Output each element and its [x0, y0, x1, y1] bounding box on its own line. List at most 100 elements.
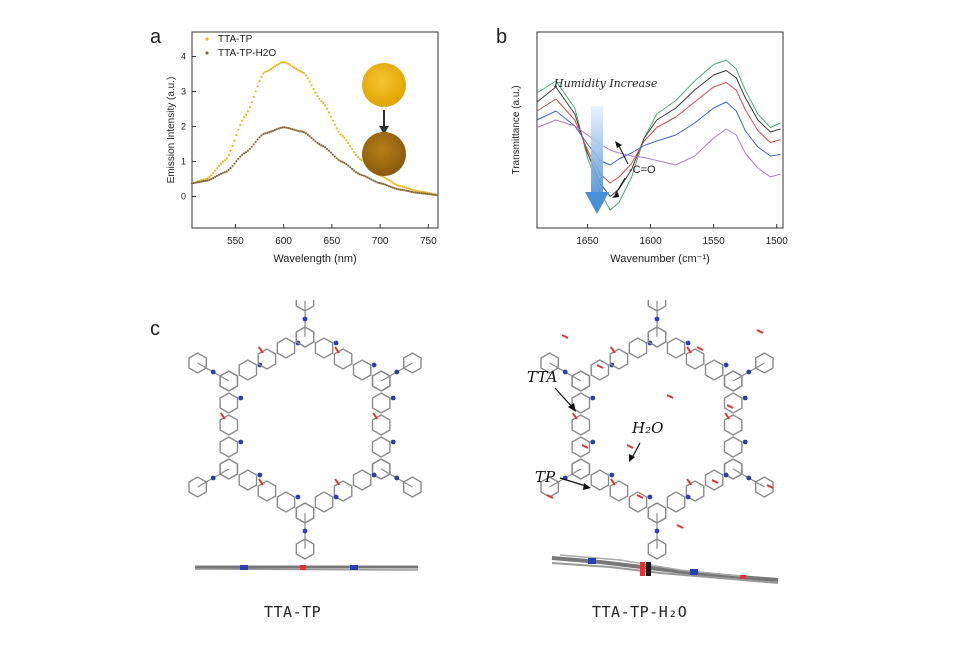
nitrogen-atom — [210, 369, 216, 375]
benzene-ring — [371, 392, 391, 414]
benzene-ring — [723, 436, 743, 458]
nitrogen-atom — [654, 528, 660, 534]
data-point — [298, 130, 302, 133]
data-point — [314, 91, 317, 94]
tta-label: TTA — [527, 368, 557, 386]
data-point — [351, 147, 354, 151]
data-point — [387, 184, 390, 188]
data-point — [214, 169, 217, 172]
data-point — [424, 192, 427, 195]
data-point — [210, 173, 213, 177]
x-axis-title: Wavenumber (cm⁻¹) — [610, 253, 710, 265]
data-point — [266, 70, 269, 73]
benzene-ring — [371, 370, 391, 392]
humidity-arrow-shaft — [591, 106, 603, 196]
data-point — [283, 126, 286, 129]
data-point — [322, 101, 325, 105]
data-point — [291, 65, 294, 68]
data-point — [262, 132, 265, 136]
data-point — [229, 166, 232, 170]
data-point — [416, 191, 419, 194]
data-point — [322, 145, 325, 148]
data-point — [293, 128, 296, 131]
benzene-ring — [590, 359, 610, 381]
benzene-ring — [257, 348, 277, 370]
data-point — [354, 153, 358, 156]
data-point — [246, 149, 250, 152]
benzene-ring — [571, 436, 591, 458]
data-point — [289, 127, 292, 130]
nitrogen-atom — [371, 472, 377, 478]
nitrogen-atom — [562, 369, 568, 375]
data-point — [268, 69, 271, 72]
data-point — [324, 104, 327, 107]
nitrogen-atom — [742, 395, 748, 401]
nitrogen-atom — [590, 395, 596, 401]
data-point — [381, 175, 385, 178]
data-point — [221, 160, 224, 163]
benzene-ring — [540, 352, 559, 374]
data-point — [379, 182, 383, 185]
carbonyl-oxygen — [258, 478, 264, 486]
data-point — [370, 178, 373, 181]
legend-marker — [205, 37, 209, 41]
data-point — [339, 133, 342, 136]
data-point — [418, 190, 421, 193]
data-point — [405, 186, 408, 189]
data-point — [287, 127, 290, 130]
data-point — [194, 181, 197, 184]
y-tick-label: 4 — [181, 52, 186, 62]
carbonyl-pointer-down-head — [612, 192, 619, 198]
data-point — [214, 175, 217, 179]
data-point — [412, 191, 415, 194]
data-point — [225, 170, 228, 173]
data-point — [432, 193, 435, 196]
carbonyl-oxygen — [686, 478, 692, 486]
benzene-ring — [371, 458, 391, 480]
water-molecule — [636, 494, 644, 499]
nitrogen-atom — [302, 316, 308, 322]
spectrum-line — [536, 70, 781, 197]
benzene-ring — [704, 359, 724, 381]
data-point — [385, 177, 388, 180]
legend-marker — [205, 51, 209, 55]
benzene-ring — [276, 337, 296, 359]
data-point — [219, 172, 223, 175]
data-point — [318, 143, 321, 146]
nitrogen-atom — [257, 472, 263, 478]
nitrogen-atom — [210, 475, 216, 481]
data-point — [237, 157, 240, 160]
data-point — [331, 153, 334, 156]
dry-sample-photo — [362, 63, 406, 107]
data-point — [266, 131, 269, 134]
series-tta-tp-h2o — [190, 126, 439, 197]
nitrogen-atom — [685, 340, 691, 346]
data-point — [360, 159, 363, 162]
carbonyl-pointer-up — [617, 143, 629, 165]
water-molecule — [561, 334, 569, 339]
data-point — [341, 160, 344, 163]
data-point — [281, 60, 284, 64]
data-point — [420, 192, 423, 195]
data-point — [318, 97, 321, 100]
tta-tp-framework — [188, 300, 422, 560]
data-point — [273, 128, 277, 132]
nitrogen-atom — [742, 439, 748, 445]
y-tick-label: 1 — [181, 157, 186, 167]
data-point — [248, 106, 251, 109]
data-point — [434, 193, 437, 196]
data-point — [287, 62, 290, 65]
benzene-ring — [295, 326, 315, 348]
data-point — [244, 151, 248, 154]
data-point — [297, 129, 300, 132]
data-point — [250, 101, 253, 104]
data-point — [300, 70, 304, 74]
data-point — [281, 126, 284, 129]
benzene-ring — [723, 458, 743, 480]
x-tick-label: 1550 — [702, 236, 725, 247]
benzene-ring — [219, 370, 239, 392]
benzene-ring — [609, 348, 629, 370]
water-molecule — [546, 494, 554, 499]
data-point — [333, 123, 336, 126]
data-point — [235, 134, 238, 137]
